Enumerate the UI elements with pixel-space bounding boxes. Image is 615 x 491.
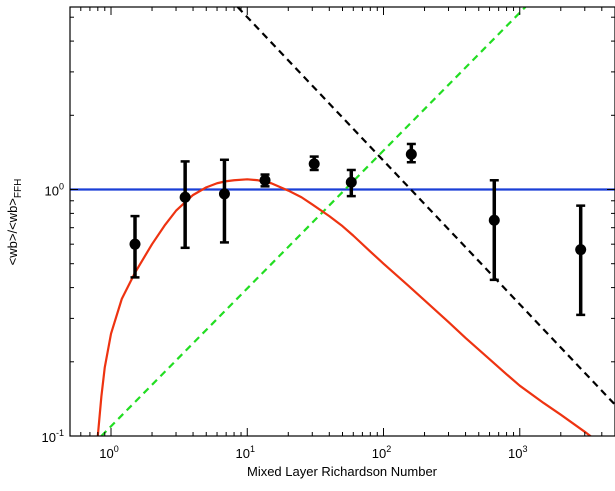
- data-point: [179, 191, 191, 203]
- data-point: [218, 188, 230, 200]
- data-point: [488, 214, 500, 226]
- x-tick-label: 103: [508, 444, 527, 461]
- tick-labels-layer: 100 101 102 103 10-1 100: [42, 181, 528, 461]
- data-point: [308, 158, 320, 170]
- x-tick-label: 102: [372, 444, 391, 461]
- dashed-series-line: [236, 7, 615, 406]
- data-points-layer: [129, 142, 587, 317]
- y-tick-label: 100: [45, 181, 64, 198]
- solid-series-line: [96, 178, 593, 436]
- x-tick-label: 100: [99, 444, 118, 461]
- axis-ticks-layer: [69, 7, 615, 437]
- x-axis-label: Mixed Layer Richardson Number: [247, 464, 438, 479]
- y-axis-label-main: <wb>/<wb>: [5, 198, 20, 265]
- data-point: [345, 176, 357, 188]
- plot-frame: [69, 6, 615, 437]
- data-point: [259, 174, 271, 186]
- y-axis-label: <wb>/<wb>FFH: [5, 179, 24, 266]
- x-tick-label: 101: [236, 444, 255, 461]
- y-tick-label: 10-1: [42, 428, 64, 445]
- y-axis-label-subscript: FFH: [13, 179, 24, 198]
- data-point: [405, 148, 417, 160]
- data-point: [575, 244, 587, 256]
- data-point: [129, 238, 141, 250]
- dashed-series-line: [100, 7, 527, 436]
- series-lines-layer: [70, 7, 615, 436]
